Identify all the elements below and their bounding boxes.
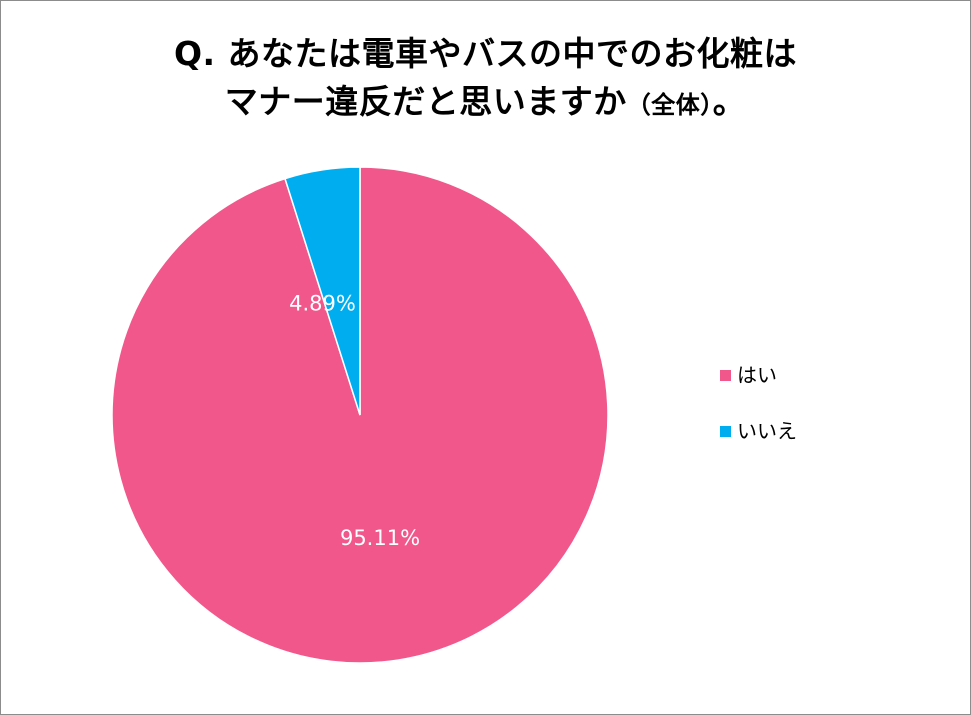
legend-swatch-yes (720, 369, 731, 381)
pie-slice-1 (284, 166, 361, 416)
title-end: 。 (712, 82, 747, 121)
slice-data-label-1: 4.89% (289, 291, 356, 315)
legend-swatch-no (720, 425, 731, 437)
chart-title-line-1: Q. あなたは電車やバスの中でのお化粧は (1, 27, 970, 75)
legend-label-yes: はい (737, 363, 777, 387)
legend-item-no: いいえ (720, 419, 797, 443)
title-paren: （全体） (626, 91, 713, 119)
title-text-2: マナー違反だと思いますか (224, 82, 627, 121)
chart-title-line-2: マナー違反だと思いますか（全体）。 (1, 75, 970, 123)
legend-item-yes: はい (720, 363, 777, 387)
legend-label-no: いいえ (737, 419, 797, 443)
title-text-1: Q. あなたは電車やバスの中でのお化粧は (173, 34, 798, 73)
slice-data-label-0: 95.11% (340, 526, 420, 550)
